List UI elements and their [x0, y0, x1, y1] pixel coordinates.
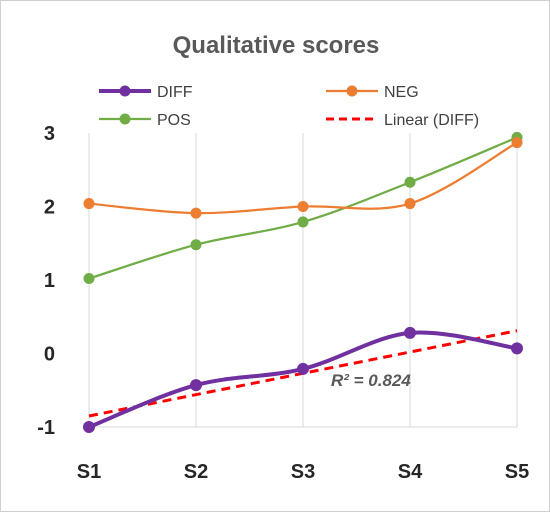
- point-pos-s4: [404, 176, 416, 188]
- point-diff-s1: [83, 421, 95, 433]
- x-tick-label: S2: [184, 461, 208, 483]
- point-pos-s3: [297, 216, 309, 228]
- legend-label: Linear (DIFF): [384, 112, 479, 129]
- point-neg-s3: [297, 201, 309, 212]
- point-pos-s2: [190, 239, 202, 251]
- chart-title: Qualitative scores: [173, 32, 380, 59]
- x-tick-label: S5: [505, 461, 529, 483]
- y-axis-ticks: 3 2 1 0 -1: [37, 123, 55, 439]
- legend-item-diff: DIFF: [99, 84, 193, 101]
- legend-label: NEG: [384, 84, 419, 101]
- legend-label: POS: [157, 112, 191, 129]
- x-tick-label: S1: [77, 461, 101, 483]
- legend-marker: [346, 85, 358, 97]
- legend-marker: [119, 113, 131, 125]
- legend-label: DIFF: [157, 84, 193, 101]
- legend-item-linear-diff: Linear (DIFF): [326, 112, 479, 129]
- point-pos-s1: [83, 273, 95, 285]
- series-diff: [83, 326, 523, 433]
- legend-marker: [119, 85, 131, 97]
- point-neg-s5: [511, 137, 523, 149]
- y-tick-label: 0: [44, 344, 55, 366]
- point-neg-s2: [190, 207, 202, 219]
- point-diff-s3: [297, 362, 309, 375]
- x-axis-ticks: S1 S2 S3 S4 S5: [77, 461, 529, 483]
- r-squared-annotation: R² = 0.824: [331, 371, 411, 390]
- legend: DIFF NEG POS Linear (DIFF): [99, 84, 479, 129]
- point-diff-s5: [511, 342, 523, 355]
- y-tick-label: 3: [44, 123, 55, 145]
- point-neg-s1: [83, 198, 95, 210]
- grid: [88, 133, 518, 428]
- series-neg: [83, 137, 523, 219]
- legend-item-neg: NEG: [326, 84, 419, 101]
- point-neg-s4: [404, 198, 416, 210]
- y-tick-label: 2: [44, 197, 55, 219]
- y-tick-label: 1: [44, 270, 55, 292]
- series-layer: [83, 131, 523, 433]
- point-diff-s2: [190, 379, 202, 392]
- y-tick-label: -1: [37, 417, 55, 439]
- x-tick-label: S4: [398, 461, 423, 483]
- series-pos: [83, 131, 523, 285]
- x-tick-label: S3: [291, 461, 315, 483]
- legend-item-pos: POS: [99, 112, 191, 129]
- point-diff-s4: [404, 326, 416, 339]
